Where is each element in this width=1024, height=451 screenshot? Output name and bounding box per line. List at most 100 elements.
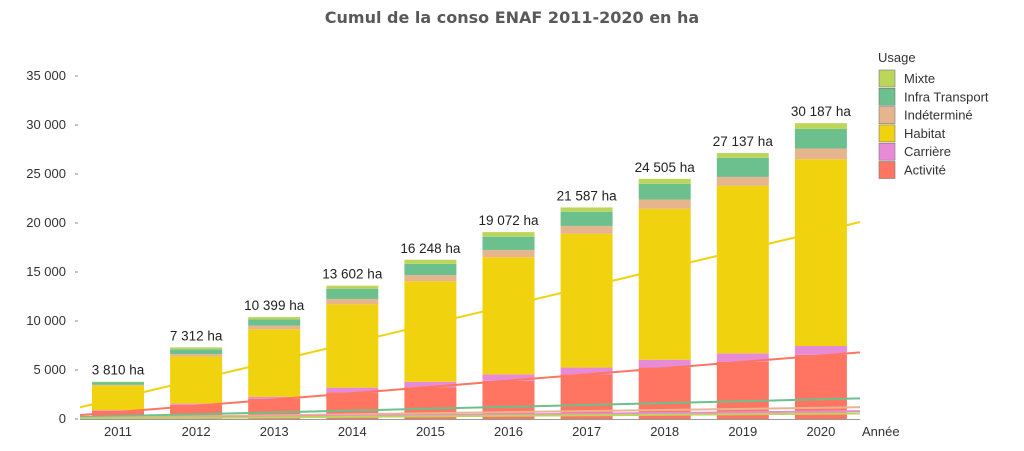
bar-segment[interactable] (92, 384, 144, 386)
y-tick-label: 35 000 (26, 68, 66, 83)
total-label: 10 399 ha (244, 298, 305, 313)
trendline (79, 397, 861, 419)
bar-segment[interactable] (248, 398, 301, 419)
y-axis: 0 5 000 10 000 15 000 20 000 25 000 30 000 35 0… (26, 68, 78, 426)
bar-segment[interactable] (92, 410, 144, 411)
bar-segment[interactable] (716, 361, 769, 419)
y-tick-label: 5 000 (33, 362, 66, 377)
legend-item-label: Carrière (904, 144, 951, 159)
bar-segment[interactable] (92, 382, 144, 385)
bar-segment[interactable] (716, 153, 769, 158)
bar-segment[interactable] (482, 249, 535, 258)
legend-item-label: Habitat (904, 126, 946, 141)
x-tick-label: 2015 (416, 424, 445, 439)
bar-segment[interactable] (248, 319, 301, 326)
legend[interactable]: Usage Mixte Infra Transport Indéterminé Hab… (878, 50, 989, 179)
chart-title: Cumul de la conso ENAF 2011-2020 en ha (325, 8, 699, 27)
total-labels: 3 810 ha 7 312 ha 10 399 ha 13 602 ha 16 248… (92, 104, 852, 377)
bar-segment[interactable] (560, 233, 613, 368)
bar-segment[interactable] (794, 354, 847, 419)
x-tick-label: 2011 (104, 424, 132, 439)
bar-segment[interactable] (482, 374, 535, 381)
bar-segment[interactable] (716, 176, 769, 186)
trendline (79, 221, 861, 409)
bar-segment[interactable] (560, 225, 613, 234)
y-tick-label: 10 000 (26, 313, 66, 328)
total-label: 19 072 ha (478, 213, 539, 228)
bars (92, 123, 847, 419)
y-tick-label: 20 000 (26, 215, 66, 230)
bar-segment[interactable] (170, 403, 223, 405)
bar-segment[interactable] (326, 298, 379, 305)
legend-item-label: Infra Transport (904, 89, 989, 104)
bar-segment[interactable] (404, 275, 457, 282)
legend-title: Usage (878, 50, 916, 65)
bar-segment[interactable] (248, 396, 301, 399)
bar-segment[interactable] (482, 232, 535, 237)
bar-segment[interactable] (794, 148, 847, 160)
bar-segment[interactable] (716, 185, 769, 354)
bar-segment[interactable] (404, 381, 457, 388)
bar-segment[interactable] (248, 317, 301, 320)
bar-segment[interactable] (170, 349, 223, 355)
bar-segment[interactable] (404, 281, 457, 382)
bar-segment[interactable] (326, 288, 379, 299)
legend-swatch (878, 88, 896, 106)
bar-segment[interactable] (716, 157, 769, 177)
bar-segment[interactable] (248, 329, 301, 397)
legend-swatch (878, 69, 896, 88)
bar-segment[interactable] (326, 387, 379, 393)
bar-segment[interactable] (638, 208, 691, 360)
legend-swatch (878, 161, 896, 179)
total-label: 7 312 ha (170, 328, 223, 343)
bar-segment[interactable] (638, 199, 691, 209)
bar-segment[interactable] (92, 410, 144, 419)
bar-segment[interactable] (170, 354, 223, 357)
trendlines (79, 221, 861, 420)
bar-segment[interactable] (794, 159, 847, 346)
bar-segment[interactable] (794, 123, 847, 129)
trendline (79, 412, 861, 420)
bar-segment[interactable] (560, 374, 613, 419)
legend-swatch (878, 106, 896, 124)
y-tick-label: 15 000 (26, 264, 66, 279)
bar-segment[interactable] (638, 178, 691, 184)
legend-item-label: Mixte (904, 71, 935, 86)
bar-segment[interactable] (404, 263, 457, 276)
bar-segment[interactable] (638, 359, 691, 368)
bar-segment[interactable] (482, 236, 535, 250)
total-label: 24 505 ha (635, 160, 696, 175)
total-label: 13 602 ha (322, 267, 383, 282)
bar-segment[interactable] (638, 367, 691, 419)
total-label: 30 187 ha (791, 104, 852, 119)
bar-segment[interactable] (170, 347, 223, 350)
trendline (79, 406, 861, 420)
x-tick-label: 2013 (260, 424, 289, 439)
bar-segment[interactable] (716, 353, 769, 362)
bar-segment[interactable] (638, 183, 691, 200)
x-axis: 2011 2012 2013 2014 2015 2016 2017 2018 2019 2020 (80, 419, 860, 439)
x-tick-label: 2012 (182, 424, 211, 439)
bar-segment[interactable] (560, 367, 613, 375)
bar-segment[interactable] (560, 211, 613, 226)
y-tick-label: 0 (59, 411, 66, 426)
bar-segment[interactable] (482, 257, 535, 375)
bar-segment[interactable] (560, 207, 613, 212)
bar-segment[interactable] (404, 259, 457, 264)
bar-segment[interactable] (326, 285, 379, 289)
y-tick-label: 25 000 (26, 166, 66, 181)
legend-swatch (878, 142, 896, 161)
x-tick-label: 2018 (650, 424, 679, 439)
total-label: 3 810 ha (92, 363, 145, 378)
bar-segment[interactable] (794, 345, 847, 355)
x-tick-label: 2014 (338, 424, 367, 439)
trendline (79, 351, 861, 417)
y-tick-label: 30 000 (26, 117, 66, 132)
bar-segment[interactable] (794, 128, 847, 149)
x-tick-label: 2020 (806, 424, 835, 439)
bar-segment[interactable] (248, 325, 301, 330)
total-label: 21 587 ha (557, 188, 618, 203)
x-tick-label: 2017 (572, 424, 601, 439)
x-tick-label: 2016 (494, 424, 523, 439)
